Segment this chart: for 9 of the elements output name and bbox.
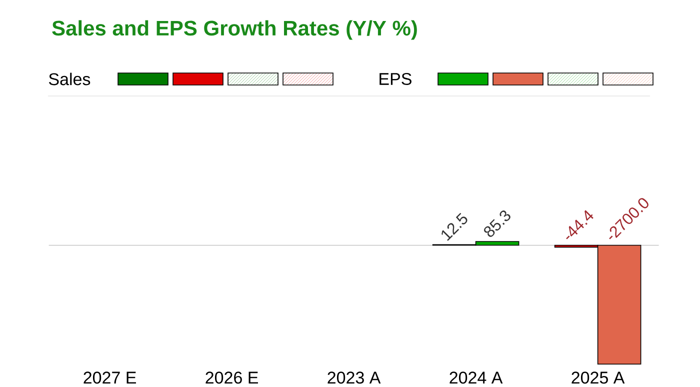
x-tick-label: 2027 E bbox=[84, 372, 136, 384]
legend-label: EPS bbox=[380, 72, 412, 86]
x-tick-label: 2024 A bbox=[450, 372, 503, 384]
x-tick-label: 2026 E bbox=[206, 372, 258, 384]
chart-title: Sales and EPS Growth Rates (Y/Y %) bbox=[52, 20, 417, 40]
legend-label: Sales bbox=[48, 72, 90, 86]
x-tick-label: 2023 A bbox=[328, 372, 381, 384]
x-tick-label: 2025 A bbox=[572, 372, 625, 384]
data-label: 85.3 bbox=[484, 210, 510, 237]
